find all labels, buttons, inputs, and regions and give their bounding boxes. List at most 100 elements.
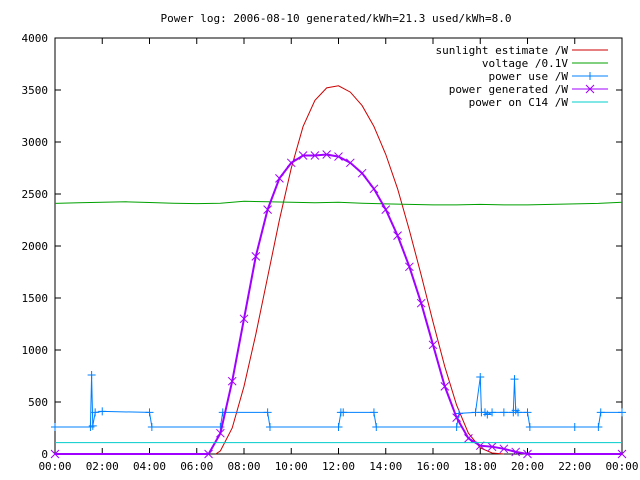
- data-point: [488, 408, 497, 417]
- x-tick-label: 08:00: [227, 460, 260, 473]
- series-3: [51, 370, 626, 431]
- series-4: [50, 150, 627, 459]
- chart-title: Power log: 2006-08-10 generated/kWh=21.3…: [161, 12, 512, 25]
- data-point: [227, 376, 237, 386]
- data-point: [594, 422, 603, 431]
- data-point: [369, 184, 379, 194]
- data-point: [416, 298, 426, 308]
- legend-entry: sunlight estimate /W: [436, 44, 608, 57]
- data-point: [310, 151, 320, 160]
- x-tick-label: 00:00: [38, 460, 71, 473]
- y-tick-label: 1500: [22, 292, 49, 305]
- y-tick-label: 500: [28, 396, 48, 409]
- x-tick-label: 06:00: [180, 460, 213, 473]
- data-point: [525, 422, 534, 431]
- data-point: [88, 421, 97, 430]
- x-tick-label: 00:00: [605, 460, 638, 473]
- data-point: [405, 262, 414, 272]
- data-point: [452, 413, 461, 422]
- data-point: [263, 205, 272, 214]
- legend-entry: voltage /0.1V: [482, 57, 608, 70]
- data-point: [339, 408, 348, 417]
- data-point: [369, 408, 378, 417]
- x-tick-label: 02:00: [86, 460, 119, 473]
- data-point: [286, 158, 296, 168]
- data-point: [596, 408, 605, 417]
- data-point: [428, 340, 438, 350]
- data-point: [147, 422, 156, 431]
- x-tick-label: 22:00: [558, 460, 591, 473]
- legend-entry: power use /W: [489, 70, 608, 83]
- data-point: [476, 373, 485, 382]
- data-point: [334, 422, 343, 431]
- series-1: [215, 85, 504, 455]
- data-point: [204, 449, 213, 459]
- x-tick-label: 12:00: [322, 460, 355, 473]
- legend-label: power on C14 /W: [469, 96, 569, 109]
- data-point: [357, 168, 367, 178]
- data-point: [487, 442, 497, 452]
- data-point: [345, 158, 355, 168]
- x-tick-label: 16:00: [416, 460, 449, 473]
- x-tick-label: 20:00: [511, 460, 544, 473]
- data-point: [617, 449, 627, 459]
- legend-marker: [586, 72, 594, 80]
- data-point: [381, 205, 391, 214]
- data-point: [523, 449, 532, 459]
- data-point: [98, 407, 107, 416]
- y-tick-label: 1000: [22, 344, 49, 357]
- data-point: [263, 408, 272, 417]
- data-point: [239, 314, 249, 324]
- data-point: [51, 422, 59, 431]
- data-point: [499, 408, 508, 417]
- series-line: [55, 153, 622, 455]
- legend-label: voltage /0.1V: [482, 57, 568, 70]
- data-point: [298, 151, 308, 160]
- legend-entry: power generated /W: [449, 83, 608, 96]
- data-point: [275, 174, 284, 183]
- data-point: [499, 444, 509, 454]
- y-tick-label: 4000: [22, 32, 49, 45]
- data-point: [570, 422, 579, 431]
- series-line: [215, 85, 504, 455]
- data-point: [91, 408, 100, 417]
- legend-label: power generated /W: [449, 83, 569, 96]
- legend-entry: power on C14 /W: [469, 96, 608, 109]
- data-point: [50, 449, 60, 459]
- data-point: [514, 408, 523, 417]
- plot-area: [50, 85, 627, 459]
- data-point: [483, 410, 492, 419]
- legend-label: power use /W: [489, 70, 569, 83]
- y-tick-label: 2000: [22, 240, 49, 253]
- data-point: [454, 409, 463, 418]
- series-line: [54, 200, 623, 206]
- data-point: [618, 408, 626, 417]
- data-point: [464, 434, 473, 443]
- data-point: [322, 150, 332, 159]
- axes: 0 500 1000 1500 2000 2500 3000 3500 4000 00:00 02:…: [22, 32, 639, 473]
- y-tick-label: 3000: [22, 136, 49, 149]
- y-tick-label: 0: [41, 448, 48, 461]
- data-point: [265, 422, 274, 431]
- data-point: [511, 447, 521, 457]
- series-2: [54, 200, 623, 206]
- data-point: [452, 422, 461, 431]
- y-tick-label: 3500: [22, 84, 49, 97]
- x-tick-label: 10:00: [275, 460, 308, 473]
- data-point: [334, 152, 343, 161]
- data-point: [510, 375, 519, 384]
- data-point: [393, 231, 402, 240]
- data-point: [145, 408, 154, 417]
- y-tick-label: 2500: [22, 188, 49, 201]
- series-line: [55, 374, 622, 428]
- legend-marker: [585, 84, 595, 94]
- data-point: [523, 408, 532, 417]
- data-point: [251, 252, 261, 261]
- data-point: [87, 370, 96, 379]
- data-point: [372, 422, 381, 431]
- legend-label: sunlight estimate /W: [436, 44, 569, 57]
- data-point: [440, 382, 450, 391]
- data-point: [216, 428, 225, 438]
